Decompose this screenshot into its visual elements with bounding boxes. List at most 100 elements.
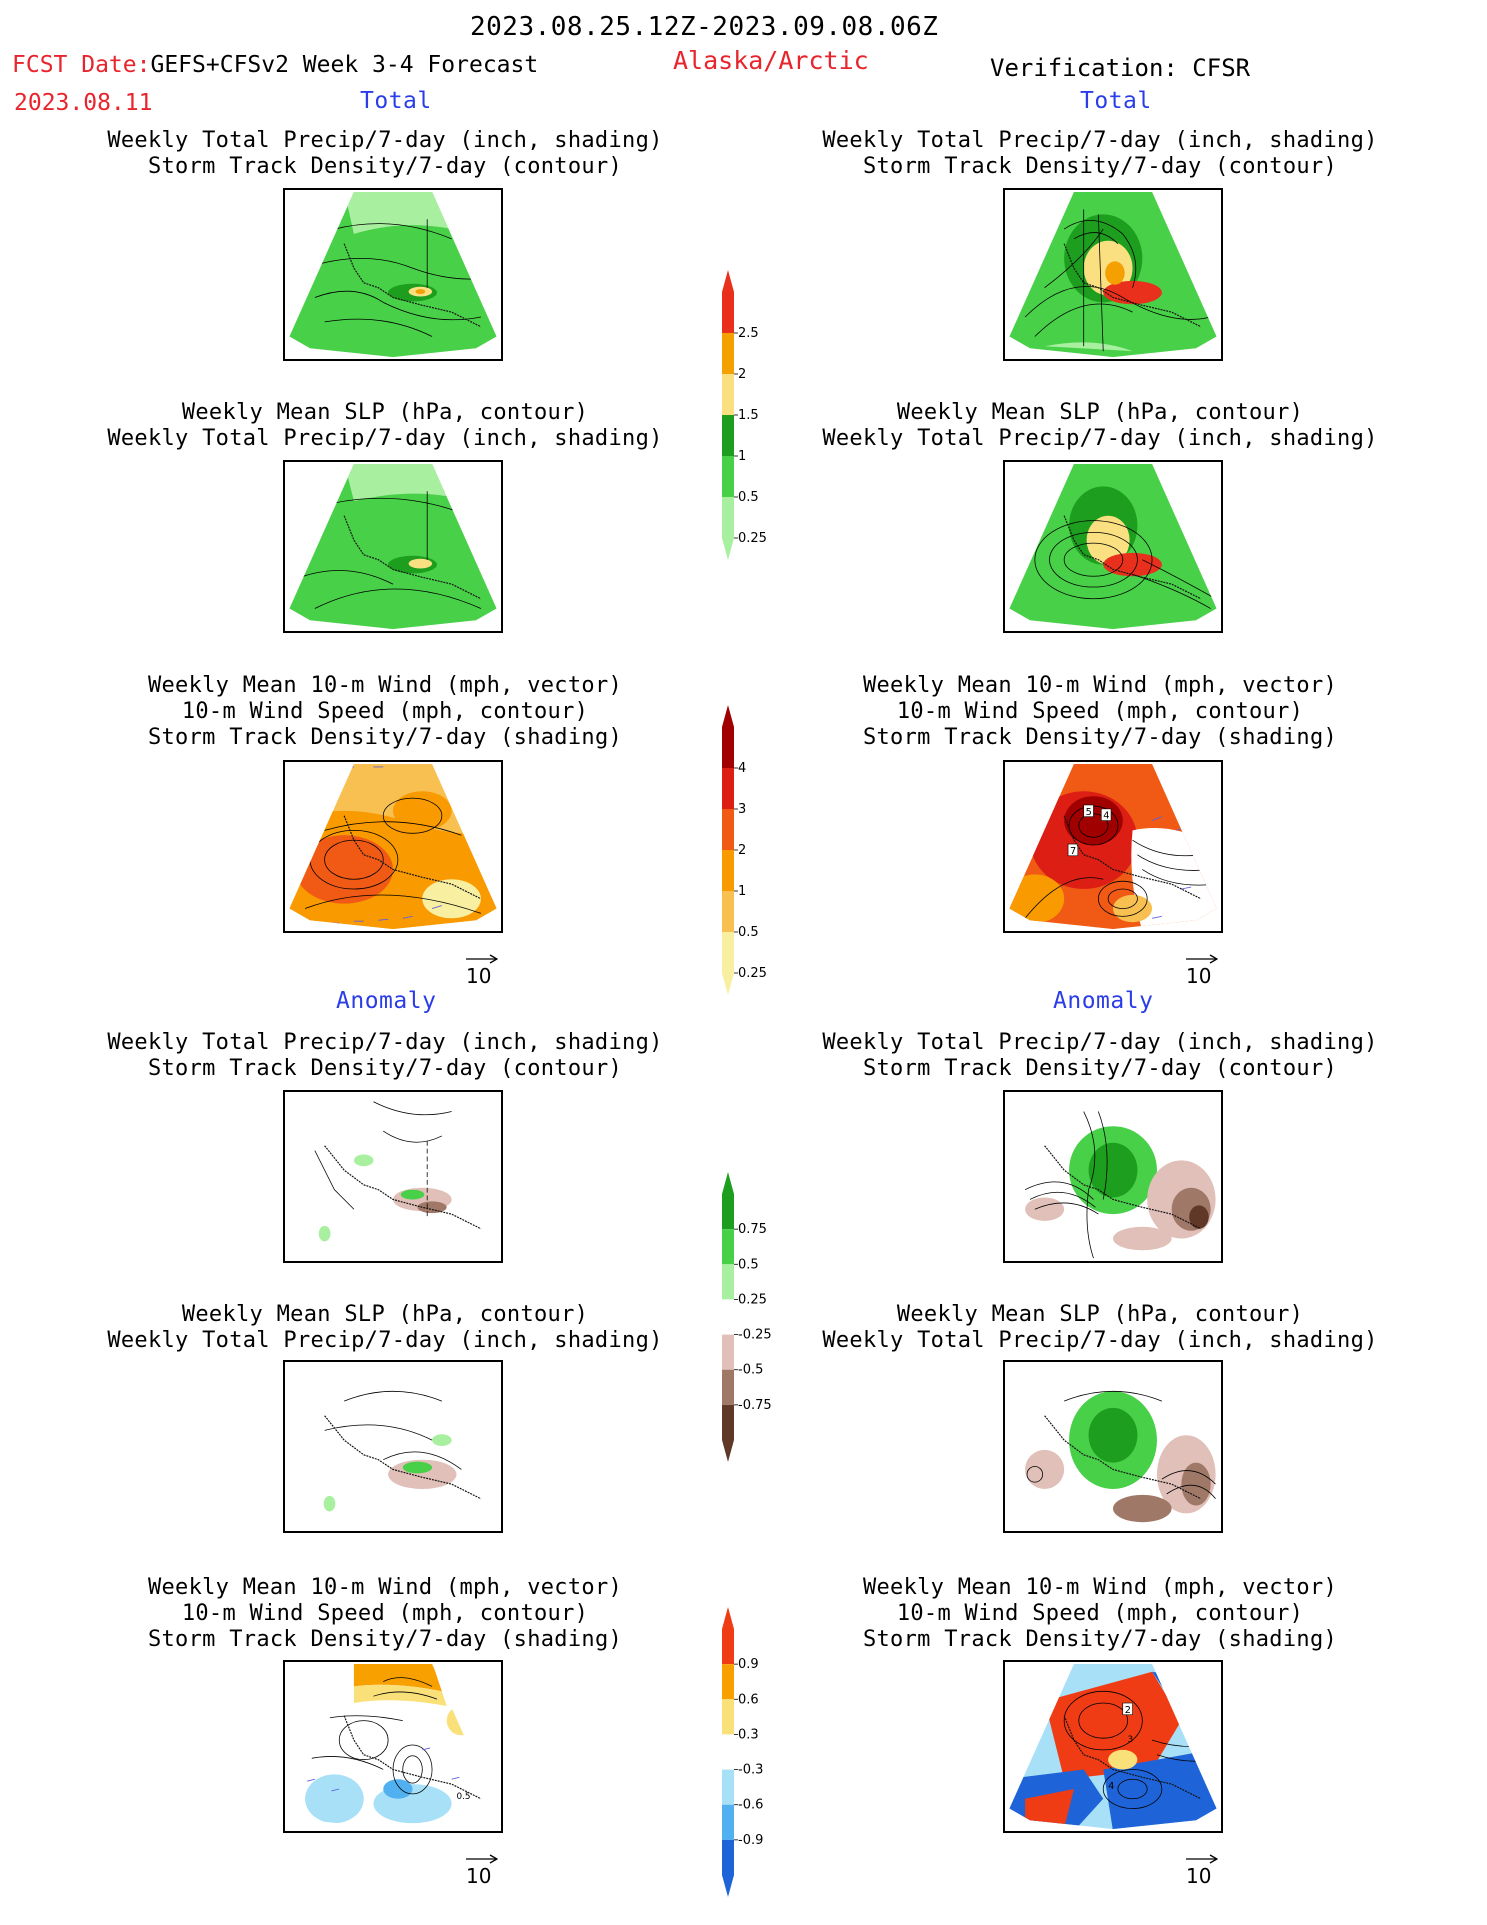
- colorbar-label: 4: [738, 761, 746, 776]
- colorbar-segment: [722, 374, 734, 415]
- map-precip-storm-total-verification: [1003, 188, 1223, 361]
- caption-slp-precip-anom-right: Weekly Mean SLP (hPa, contour) Weekly Tot…: [822, 1302, 1378, 1353]
- colorbar-label: 0.25: [738, 531, 767, 546]
- colorbar-segment: [722, 1769, 734, 1805]
- colorbar-label: 2.5: [738, 326, 759, 341]
- colorbar-label: 0.6: [738, 1692, 759, 1707]
- colorbar-segment: [722, 932, 734, 995]
- contour-label: 7: [1070, 846, 1076, 857]
- colorbar-label: 2: [738, 843, 746, 858]
- colorbar-segment: [722, 809, 734, 850]
- contour-label: 4: [1108, 1781, 1114, 1792]
- fcst-source: GEFS+CFSv2 Week 3-4 Forecast: [150, 52, 539, 78]
- colorbar-label: 0.5: [738, 1257, 759, 1272]
- verification-label: Verification: CFSR: [990, 54, 1251, 82]
- colorbar-label: -0.75: [738, 1398, 772, 1413]
- colorbar-label: -0.25: [738, 1328, 772, 1343]
- fcst-date-line: FCST Date:GEFS+CFSv2 Week 3-4 Forecast: [12, 52, 538, 78]
- colorbar-segment: [722, 456, 734, 497]
- region-title: Alaska/Arctic: [673, 46, 869, 75]
- colorbar-label: 0.25: [738, 1292, 767, 1307]
- colorbar-label: 1: [738, 449, 746, 464]
- colorbar-label: -0.9: [738, 1833, 763, 1848]
- colorbar-segment: [722, 1734, 734, 1770]
- colorbar-segment: [722, 1607, 734, 1665]
- caption-wind-storm-anom-left: Weekly Mean 10-m Wind (mph, vector) 10-m …: [147, 1575, 623, 1652]
- colorbar-segment: [722, 497, 734, 560]
- colorbar-svg: 0.9 0.6 0.3 -0.3 -0.6 -0.9: [722, 1607, 763, 1897]
- colorbar-label: 0.3: [738, 1727, 759, 1742]
- colorbar-segment: [722, 1299, 734, 1335]
- map-wind-storm-total-verification: 5 4 7: [1003, 760, 1223, 933]
- map-slp-precip-total-verification: [1003, 460, 1223, 633]
- map-slp-precip-anom-forecast: [283, 1360, 503, 1533]
- caption-precip-storm-total-right: Weekly Total Precip/7-day (inch, shading…: [822, 128, 1378, 179]
- caption-wind-storm-anom-right: Weekly Mean 10-m Wind (mph, vector) 10-m …: [862, 1575, 1338, 1652]
- map-precip-storm-anom-verification: [1003, 1090, 1223, 1263]
- colorbar-segment: [722, 333, 734, 374]
- vector-ref-anom-left: 10: [466, 1854, 498, 1888]
- colorbar-label: -0.6: [738, 1798, 763, 1813]
- colorbar-label: -0.3: [738, 1763, 763, 1778]
- colorbar-segment: [722, 891, 734, 932]
- colorbar-segment: [722, 705, 734, 768]
- caption-slp-precip-anom-left: Weekly Mean SLP (hPa, contour) Weekly Tot…: [107, 1302, 663, 1353]
- contour-label: 4: [1103, 811, 1109, 822]
- contour-label: 5: [1086, 807, 1092, 818]
- colorbar-label: 2: [738, 367, 746, 382]
- map-precip-storm-anom-forecast: [283, 1090, 503, 1263]
- vector-ref-anom-right: 10: [1186, 1854, 1218, 1888]
- vector-ref-total-left: 10: [466, 954, 498, 988]
- colorbar-segment: [722, 1369, 734, 1405]
- caption-wind-storm-total-right: Weekly Mean 10-m Wind (mph, vector) 10-m …: [862, 673, 1338, 750]
- colorbar-segment: [722, 1334, 734, 1370]
- arrow-right-icon: [1186, 954, 1218, 964]
- colorbar-segment: [722, 1839, 734, 1897]
- colorbar-storm-total: 4 3 2 1 0.5 0.25: [722, 705, 812, 995]
- colorbar-precip-total: 2.5 2 1.5 1 0.5 0.25: [722, 270, 812, 560]
- colorbar-storm-anom: 0.9 0.6 0.3 -0.3 -0.6 -0.9: [722, 1607, 812, 1897]
- colorbar-label: 0.5: [738, 925, 759, 940]
- colorbar-segment: [722, 1699, 734, 1735]
- map-slp-precip-total-forecast: [283, 460, 503, 633]
- contour-label: 2: [1125, 1705, 1131, 1716]
- caption-precip-storm-anom-right: Weekly Total Precip/7-day (inch, shading…: [822, 1030, 1378, 1081]
- map-slp-precip-anom-verification: [1003, 1360, 1223, 1533]
- section-anomaly-left: Anomaly: [336, 988, 437, 1014]
- colorbar-svg: 2.5 2 1.5 1 0.5 0.25: [722, 270, 767, 560]
- map-wind-storm-anom-forecast: 0.5: [283, 1660, 503, 1833]
- caption-precip-storm-anom-left: Weekly Total Precip/7-day (inch, shading…: [107, 1030, 663, 1081]
- map-wind-storm-anom-verification: 2 3 4: [1003, 1660, 1223, 1833]
- colorbar-label: 1.5: [738, 408, 759, 423]
- colorbar-segment: [722, 1229, 734, 1265]
- caption-precip-storm-total-left: Weekly Total Precip/7-day (inch, shading…: [107, 128, 663, 179]
- colorbar-label: 1: [738, 884, 746, 899]
- vector-ref-total-right: 10: [1186, 954, 1218, 988]
- section-total-right: Total: [1080, 88, 1152, 114]
- colorbar-precip-anom: 0.75 0.5 0.25 -0.25 -0.5 -0.75: [722, 1172, 812, 1462]
- map-wind-storm-total-forecast: [283, 760, 503, 933]
- contour-label: 3: [1128, 1735, 1134, 1745]
- contour-label: 0.5: [456, 1792, 470, 1802]
- colorbar-label: -0.5: [738, 1363, 763, 1378]
- period-title: 2023.08.25.12Z-2023.09.08.06Z: [470, 12, 939, 42]
- fcst-label: FCST Date:: [12, 52, 151, 78]
- colorbar-svg: 4 3 2 1 0.5 0.25: [722, 705, 767, 995]
- colorbar-label: 3: [738, 802, 746, 817]
- section-anomaly-right: Anomaly: [1053, 988, 1154, 1014]
- arrow-right-icon: [466, 1854, 498, 1864]
- fcst-date: 2023.08.11: [14, 90, 153, 116]
- caption-slp-precip-total-left: Weekly Mean SLP (hPa, contour) Weekly Tot…: [107, 400, 663, 451]
- colorbar-segment: [722, 1172, 734, 1230]
- caption-wind-storm-total-left: Weekly Mean 10-m Wind (mph, vector) 10-m …: [147, 673, 623, 750]
- colorbar-label: 0.25: [738, 966, 767, 981]
- caption-slp-precip-total-right: Weekly Mean SLP (hPa, contour) Weekly Tot…: [822, 400, 1378, 451]
- arrow-right-icon: [1186, 1854, 1218, 1864]
- colorbar-segment: [722, 415, 734, 456]
- colorbar-segment: [722, 1664, 734, 1700]
- colorbar-label: 0.9: [738, 1657, 759, 1672]
- colorbar-segment: [722, 850, 734, 891]
- section-total-left: Total: [360, 88, 432, 114]
- colorbar-segment: [722, 1264, 734, 1300]
- colorbar-svg: 0.75 0.5 0.25 -0.25 -0.5 -0.75: [722, 1172, 772, 1462]
